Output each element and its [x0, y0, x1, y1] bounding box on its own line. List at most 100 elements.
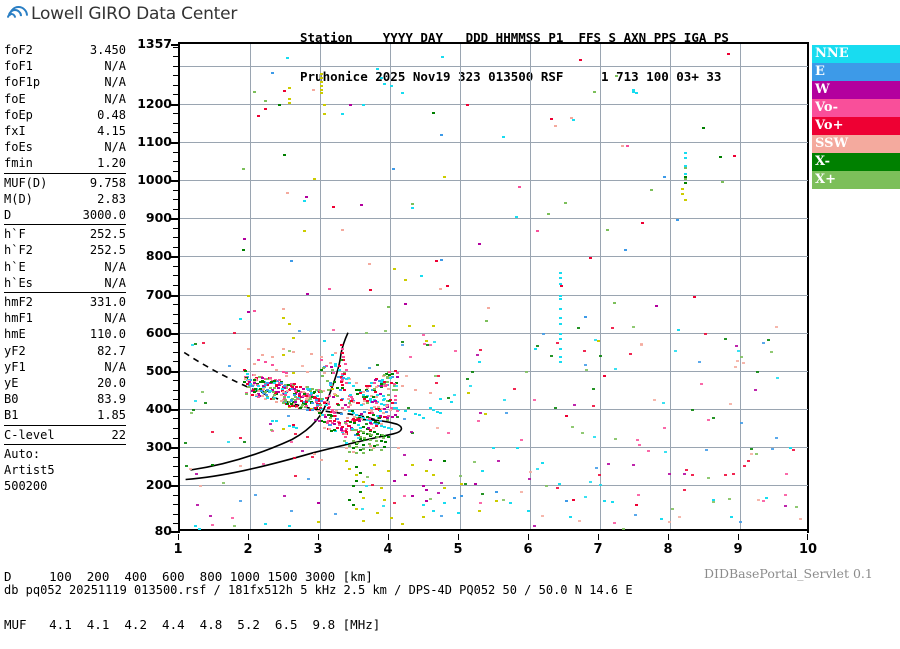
echo-point [382, 505, 385, 507]
echo-point [358, 420, 361, 422]
echo-point [312, 89, 315, 91]
echo-point [380, 487, 383, 489]
echo-point [311, 402, 314, 404]
echo-point [365, 396, 368, 398]
legend-item-w[interactable]: W [812, 81, 900, 99]
brand-title: Lowell GIRO Data Center [31, 4, 237, 24]
echo-point [190, 412, 193, 414]
echo-point [311, 456, 314, 458]
echo-point-x [380, 449, 383, 451]
echo-point [353, 420, 356, 422]
echo-point [663, 176, 666, 178]
echo-point [243, 441, 246, 443]
legend-item-x[interactable]: X+ [812, 171, 900, 189]
y-tick-label: 400 [120, 401, 172, 416]
echo-point-nne [348, 382, 351, 384]
echo-point [273, 394, 276, 396]
echo-point [727, 53, 730, 55]
param-row-hme: hmE 110.0 [4, 326, 126, 342]
echo-point [288, 98, 291, 100]
echo-point [233, 332, 236, 334]
echo-point [329, 420, 332, 422]
param-value: 252.5 [90, 226, 126, 242]
echo-point [320, 359, 323, 361]
x-tick [388, 534, 389, 540]
echo-point [613, 302, 616, 304]
echo-point-nne [264, 523, 267, 525]
echo-point-x [362, 452, 365, 454]
echo-point [750, 453, 753, 455]
echo-point [307, 478, 310, 480]
echo-point [542, 333, 545, 335]
echo-point [466, 104, 469, 106]
echo-point [286, 403, 289, 405]
echo-point [684, 199, 687, 201]
echo-point [365, 485, 368, 487]
echo-point-vo [341, 352, 344, 354]
echo-point-nne [331, 354, 334, 356]
echo-point-nne [432, 409, 435, 411]
echo-point-x [348, 499, 351, 501]
echo-point [515, 216, 518, 218]
echo-point [569, 516, 572, 518]
param-key: fxI [4, 123, 26, 139]
echo-point-x [355, 480, 358, 482]
legend-item-e[interactable]: E [812, 63, 900, 81]
echo-point [368, 385, 371, 387]
legend-item-x[interactable]: X- [812, 153, 900, 171]
echo-point [262, 463, 265, 465]
echo-point [698, 361, 701, 363]
echo-point [350, 400, 353, 402]
echo-point-x [211, 464, 214, 466]
param-key: D [4, 207, 11, 223]
echo-point [222, 482, 225, 484]
x-tick-label: 6 [513, 542, 543, 557]
echo-point [303, 230, 306, 232]
echo-point [479, 412, 482, 414]
echo-point [518, 186, 521, 188]
echo-point [297, 390, 300, 392]
echo-point [497, 460, 500, 462]
echo-point-x [264, 100, 267, 102]
legend-item-ssw[interactable]: SSW [812, 135, 900, 153]
echo-point [322, 367, 325, 369]
echo-point-x [376, 433, 379, 435]
echo-point [545, 485, 548, 487]
echo-point [464, 483, 467, 485]
echo-point-x [369, 439, 372, 441]
echo-point-vo [565, 415, 568, 417]
echo-point [319, 404, 322, 406]
ionogram-plot[interactable] [178, 44, 808, 531]
echo-point-nne [684, 152, 687, 154]
echo-point [392, 168, 395, 170]
y-tick-minor [173, 523, 180, 524]
echo-point [598, 474, 601, 476]
echo-point [269, 423, 272, 425]
y-tick-minor [173, 428, 180, 429]
echo-point [454, 350, 457, 352]
legend-item-vo[interactable]: Vo+ [812, 117, 900, 135]
echo-point [305, 405, 308, 407]
echo-point [341, 113, 344, 115]
y-tick-minor [173, 409, 180, 410]
echo-point [269, 377, 272, 379]
echo-point [269, 387, 272, 389]
echo-point [385, 384, 388, 386]
echo-point [332, 411, 335, 413]
echo-point [299, 407, 302, 409]
echo-point [771, 448, 774, 450]
echo-point [347, 425, 350, 427]
echo-point [407, 407, 410, 409]
echo-point [253, 379, 256, 381]
legend-item-vo[interactable]: Vo- [812, 99, 900, 117]
auto-line-1: Artist5 [4, 462, 126, 478]
echo-point [593, 91, 596, 93]
echo-point [247, 311, 250, 313]
echo-point [317, 521, 320, 523]
legend-item-nne[interactable]: NNE [812, 45, 900, 63]
echo-point [469, 385, 472, 387]
echo-point [191, 344, 194, 346]
polarization-legend[interactable]: NNE E W Vo- Vo+ SSW X- X+ [812, 45, 900, 189]
echo-point [541, 462, 544, 464]
echo-point [457, 512, 460, 514]
